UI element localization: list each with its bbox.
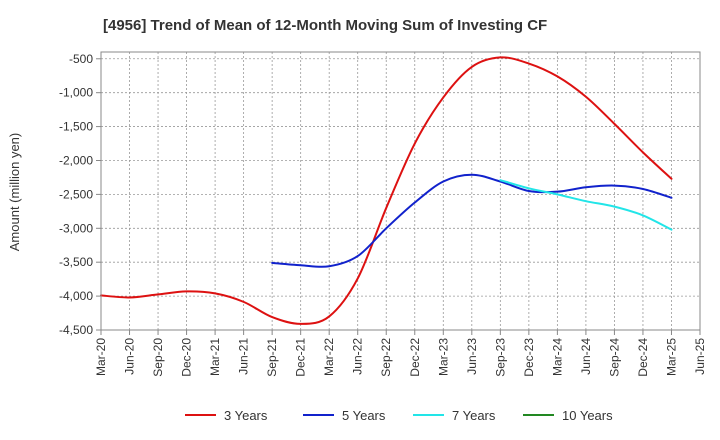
x-axis-ticks: Mar-20 Jun-20 Sep-20 Dec-20 Mar-21 Jun-21 Sep-… (94, 330, 707, 377)
y-tick-label: -500 (69, 52, 93, 66)
legend: 3 Years 5 Years 7 Years 10 Years (185, 408, 613, 423)
x-tick-label: Jun-20 (123, 338, 137, 375)
x-tick-label: Sep-21 (265, 338, 279, 377)
x-tick-label: Jun-21 (237, 338, 251, 375)
x-tick-label: Mar-20 (94, 338, 108, 376)
series-line-3-years (100, 56, 673, 325)
x-tick-label: Sep-20 (151, 338, 165, 377)
x-tick-label: Mar-23 (436, 338, 450, 376)
x-tick-label: Dec-24 (636, 338, 650, 377)
y-tick-label: -2,000 (59, 153, 93, 167)
x-tick-label: Dec-20 (180, 338, 194, 377)
x-tick-label: Sep-24 (607, 338, 621, 377)
y-tick-label: -3,000 (59, 221, 93, 235)
y-tick-label: -2,500 (59, 187, 93, 201)
x-tick-label: Dec-21 (294, 338, 308, 377)
y-tick-label: -4,500 (59, 323, 93, 337)
legend-label-10-years: 10 Years (562, 408, 613, 423)
legend-label-5-years: 5 Years (342, 408, 386, 423)
y-axis-label: Amount (million yen) (7, 133, 22, 252)
x-tick-label: Jun-24 (579, 338, 593, 375)
y-tick-label: -3,500 (59, 255, 93, 269)
x-tick-label: Jun-23 (465, 338, 479, 375)
y-tick-label: -1,500 (59, 120, 93, 134)
series-lines (100, 56, 673, 325)
x-tick-label: Mar-21 (208, 338, 222, 376)
legend-label-3-years: 3 Years (224, 408, 268, 423)
x-tick-label: Jun-25 (693, 338, 707, 375)
series-line-5-years (271, 173, 673, 268)
x-tick-label: Jun-22 (351, 338, 365, 375)
y-tick-label: -4,000 (59, 289, 93, 303)
x-tick-label: Sep-23 (493, 338, 507, 377)
y-axis-ticks: -500 -1,000 -1,500 -2,000 -2,500 -3,000 -3,500… (59, 52, 101, 337)
plot-area (100, 51, 701, 331)
x-tick-label: Sep-22 (379, 338, 393, 377)
x-tick-label: Dec-23 (522, 338, 536, 377)
grid-lines (100, 52, 701, 331)
x-tick-label: Mar-24 (550, 338, 564, 376)
chart-title: [4956] Trend of Mean of 12-Month Moving … (103, 17, 547, 34)
legend-label-7-years: 7 Years (452, 408, 496, 423)
y-tick-label: -1,000 (59, 86, 93, 100)
x-tick-label: Dec-22 (408, 338, 422, 377)
x-tick-label: Mar-22 (322, 338, 336, 376)
series-line-7-years (499, 179, 673, 231)
x-tick-label: Mar-25 (664, 338, 678, 376)
